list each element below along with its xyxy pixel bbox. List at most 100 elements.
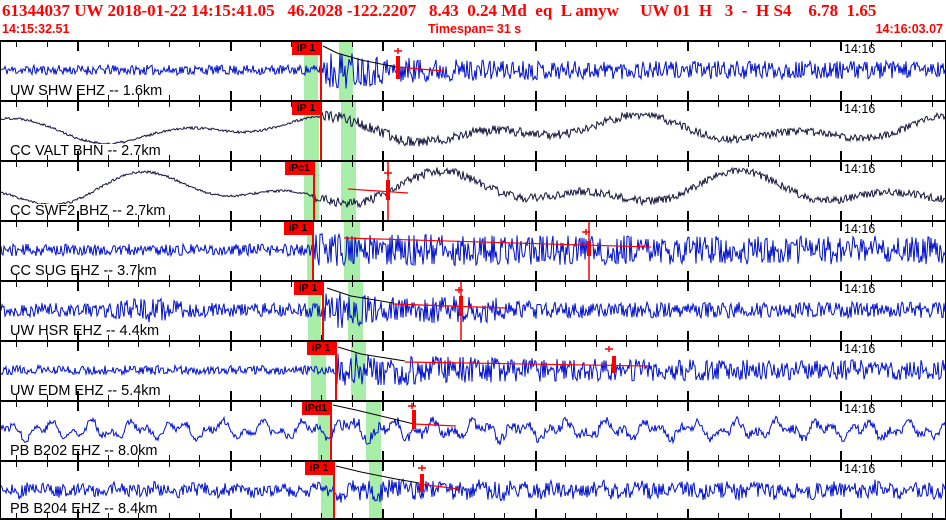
pick-phase-label[interactable]: iPd1 (302, 402, 330, 415)
pick-time-line[interactable] (333, 462, 335, 518)
time-tick (748, 335, 749, 340)
seismogram-waveform[interactable] (1, 102, 945, 160)
time-tick (748, 162, 749, 167)
pick-phase-label[interactable]: iPc1 (285, 162, 313, 175)
trace-panel-7[interactable]: 14:16 iPd1 PB B202 EHZ -- 8.0km (0, 400, 946, 460)
time-tick (535, 509, 537, 518)
trace-panel-4[interactable]: 14:16 iP 1 CC SUG EHZ -- 3.7km (0, 220, 946, 280)
time-tick (718, 155, 719, 160)
time-tick (626, 222, 627, 227)
pick-time-line[interactable] (320, 102, 322, 160)
time-tick (443, 342, 444, 347)
time-tick (779, 342, 780, 347)
time-tick (230, 391, 232, 400)
phase-window-band (344, 222, 360, 280)
pick-time-line[interactable] (330, 402, 332, 460)
trace-panel-3[interactable]: 14:16 iPc1 CC SWF2 BHZ -- 2.7km (0, 160, 946, 220)
time-tick (657, 455, 658, 460)
time-tick (382, 342, 384, 351)
event-summary-line: 61344037 UW 2018-01-22 14:15:41.05 46.20… (2, 1, 877, 20)
pick-phase-label[interactable]: iP 1 (292, 102, 320, 115)
time-tick (47, 462, 48, 467)
pick-phase-label[interactable]: iP 1 (305, 462, 333, 475)
time-tick (108, 162, 109, 167)
station-channel-label: PB B202 EHZ -- 8.0km (9, 444, 161, 460)
pick-time-line[interactable] (312, 222, 314, 280)
time-tick (352, 215, 353, 220)
time-tick (47, 222, 48, 227)
time-tick (932, 155, 933, 160)
time-tick (779, 155, 780, 160)
time-tick (718, 513, 719, 518)
pick-phase-label[interactable]: iP 1 (292, 42, 320, 55)
pick-phase-label[interactable]: iP 1 (284, 222, 312, 235)
time-tick (382, 222, 384, 231)
pick-phase-label[interactable]: iP 1 (307, 342, 335, 355)
pick-time-line[interactable] (335, 342, 337, 400)
time-tick (16, 222, 17, 227)
trace-panel-1[interactable]: 14:16 iP 1 UW SHW EHZ -- 1.6km (0, 40, 946, 100)
time-tick (565, 95, 566, 100)
time-tick (47, 513, 48, 518)
time-tick (748, 222, 749, 227)
time-tick (382, 451, 384, 460)
trace-panel-2[interactable]: 14:16 iP 1 CC VALT BHN -- 2.7km (0, 100, 946, 160)
seismogram-waveform[interactable] (1, 222, 945, 280)
time-tick (596, 342, 597, 347)
time-tick (626, 462, 627, 467)
time-tick (443, 402, 444, 407)
pick-phase-label[interactable]: iP 1 (294, 282, 322, 295)
pick-time-line[interactable] (322, 282, 324, 340)
time-tick (108, 402, 109, 407)
time-tick (504, 395, 505, 400)
seismogram-waveform[interactable] (1, 402, 945, 460)
pick-time-line[interactable] (320, 42, 322, 100)
trace-panel-5[interactable]: 14:16 iP 1 UW HSR EHZ -- 4.4km (0, 280, 946, 340)
time-tick (504, 275, 505, 280)
time-tick (169, 395, 170, 400)
time-tick (596, 335, 597, 340)
time-tick (108, 275, 109, 280)
time-tick (901, 282, 902, 287)
time-tick (199, 215, 200, 220)
seismogram-waveform[interactable] (1, 162, 945, 220)
time-tick (169, 102, 170, 107)
time-tick (474, 513, 475, 518)
time-tick (504, 162, 505, 167)
time-tick (474, 102, 475, 107)
time-tick (504, 282, 505, 287)
phase-window-band (318, 402, 331, 460)
time-tick (77, 211, 79, 220)
time-tick (504, 102, 505, 107)
time-tick (230, 91, 232, 100)
time-tick (382, 211, 384, 220)
time-tick (932, 342, 933, 347)
time-tick (901, 155, 902, 160)
time-tick (108, 455, 109, 460)
time-tick (291, 275, 292, 280)
time-tick (626, 215, 627, 220)
station-channel-label: UW SHW EHZ -- 1.6km (9, 84, 166, 100)
time-tick (474, 462, 475, 467)
time-tick (474, 275, 475, 280)
time-tick (77, 42, 79, 51)
time-tick (352, 455, 353, 460)
seismogram-waveform[interactable] (1, 42, 945, 100)
pick-time-line[interactable] (313, 162, 315, 220)
time-tick (474, 342, 475, 347)
station-channel-label: CC VALT BHN -- 2.7km (9, 144, 164, 160)
time-tick (718, 42, 719, 47)
time-tick (260, 513, 261, 518)
time-tick (657, 155, 658, 160)
time-tick (443, 462, 444, 467)
trace-panel-6[interactable]: 14:16 iP 1 UW EDM EHZ -- 5.4km (0, 340, 946, 400)
time-tick (687, 282, 689, 291)
time-tick (77, 102, 79, 111)
time-tick (596, 395, 597, 400)
trace-panel-8[interactable]: 14:16 iP 1 PB B204 EHZ -- 8.4km (0, 460, 946, 520)
time-tick (108, 462, 109, 467)
time-tick (352, 102, 353, 107)
time-tick (657, 275, 658, 280)
seismogram-waveform[interactable] (1, 462, 945, 520)
time-tick (810, 275, 811, 280)
